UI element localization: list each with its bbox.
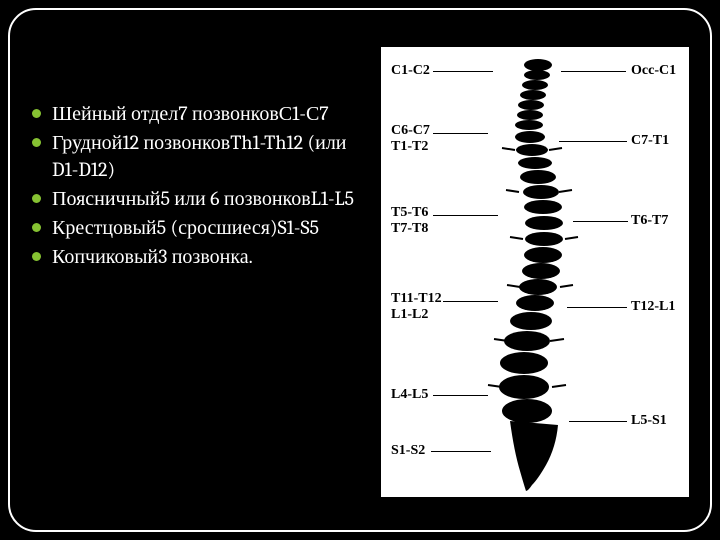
list-item: Копчиковый3 позвонка. [28, 243, 376, 270]
list-item: Поясничный5 или 6 позвонковL1-L5 [28, 185, 376, 212]
spine-label-left: S1-S2 [391, 443, 425, 459]
spine-label-left: L4-L5 [391, 387, 428, 403]
spine-label-left: C6-C7 [391, 123, 430, 139]
leader-line [559, 141, 627, 142]
spine-label-left: T5-T6 [391, 205, 428, 221]
spine-label-right: T12-L1 [631, 299, 675, 315]
spine-label-right: L5-S1 [631, 413, 667, 429]
list-item: Крестцовый5 (сросшиеся)S1-S5 [28, 214, 376, 241]
spine-label-right: C7-T1 [631, 133, 669, 149]
leader-line [433, 133, 488, 134]
bullet-list: Шейный отдел7 позвонковС1-С7 Грудной12 п… [28, 100, 376, 270]
leader-line [567, 307, 627, 308]
leader-line [569, 421, 627, 422]
spine-label-right: T6-T7 [631, 213, 668, 229]
leader-line [433, 71, 493, 72]
figure-area: C1-C2 C6-C7 T1-T2 T5-T6 T7-T8 T11-T12 L1… [380, 0, 720, 540]
leader-line [433, 395, 488, 396]
leader-line [443, 301, 498, 302]
spine-label-left: T7-T8 [391, 221, 428, 237]
spine-diagram: C1-C2 C6-C7 T1-T2 T5-T6 T7-T8 T11-T12 L1… [380, 46, 690, 498]
slide-content: Шейный отдел7 позвонковС1-С7 Грудной12 п… [0, 0, 720, 540]
spine-illustration [480, 55, 590, 495]
spine-label-right: Occ-C1 [631, 63, 676, 79]
bullet-text-area: Шейный отдел7 позвонковС1-С7 Грудной12 п… [0, 0, 380, 540]
spine-label-left: T1-T2 [391, 139, 428, 155]
spine-label-left: T11-T12 [391, 291, 442, 307]
leader-line [431, 451, 491, 452]
spine-label-left: C1-C2 [391, 63, 430, 79]
leader-line [433, 215, 498, 216]
list-item: Грудной12 позвонковTh1-Th12 (или D1-D12) [28, 129, 376, 183]
leader-line [573, 221, 628, 222]
spine-label-left: L1-L2 [391, 307, 428, 323]
leader-line [561, 71, 626, 72]
list-item: Шейный отдел7 позвонковС1-С7 [28, 100, 376, 127]
